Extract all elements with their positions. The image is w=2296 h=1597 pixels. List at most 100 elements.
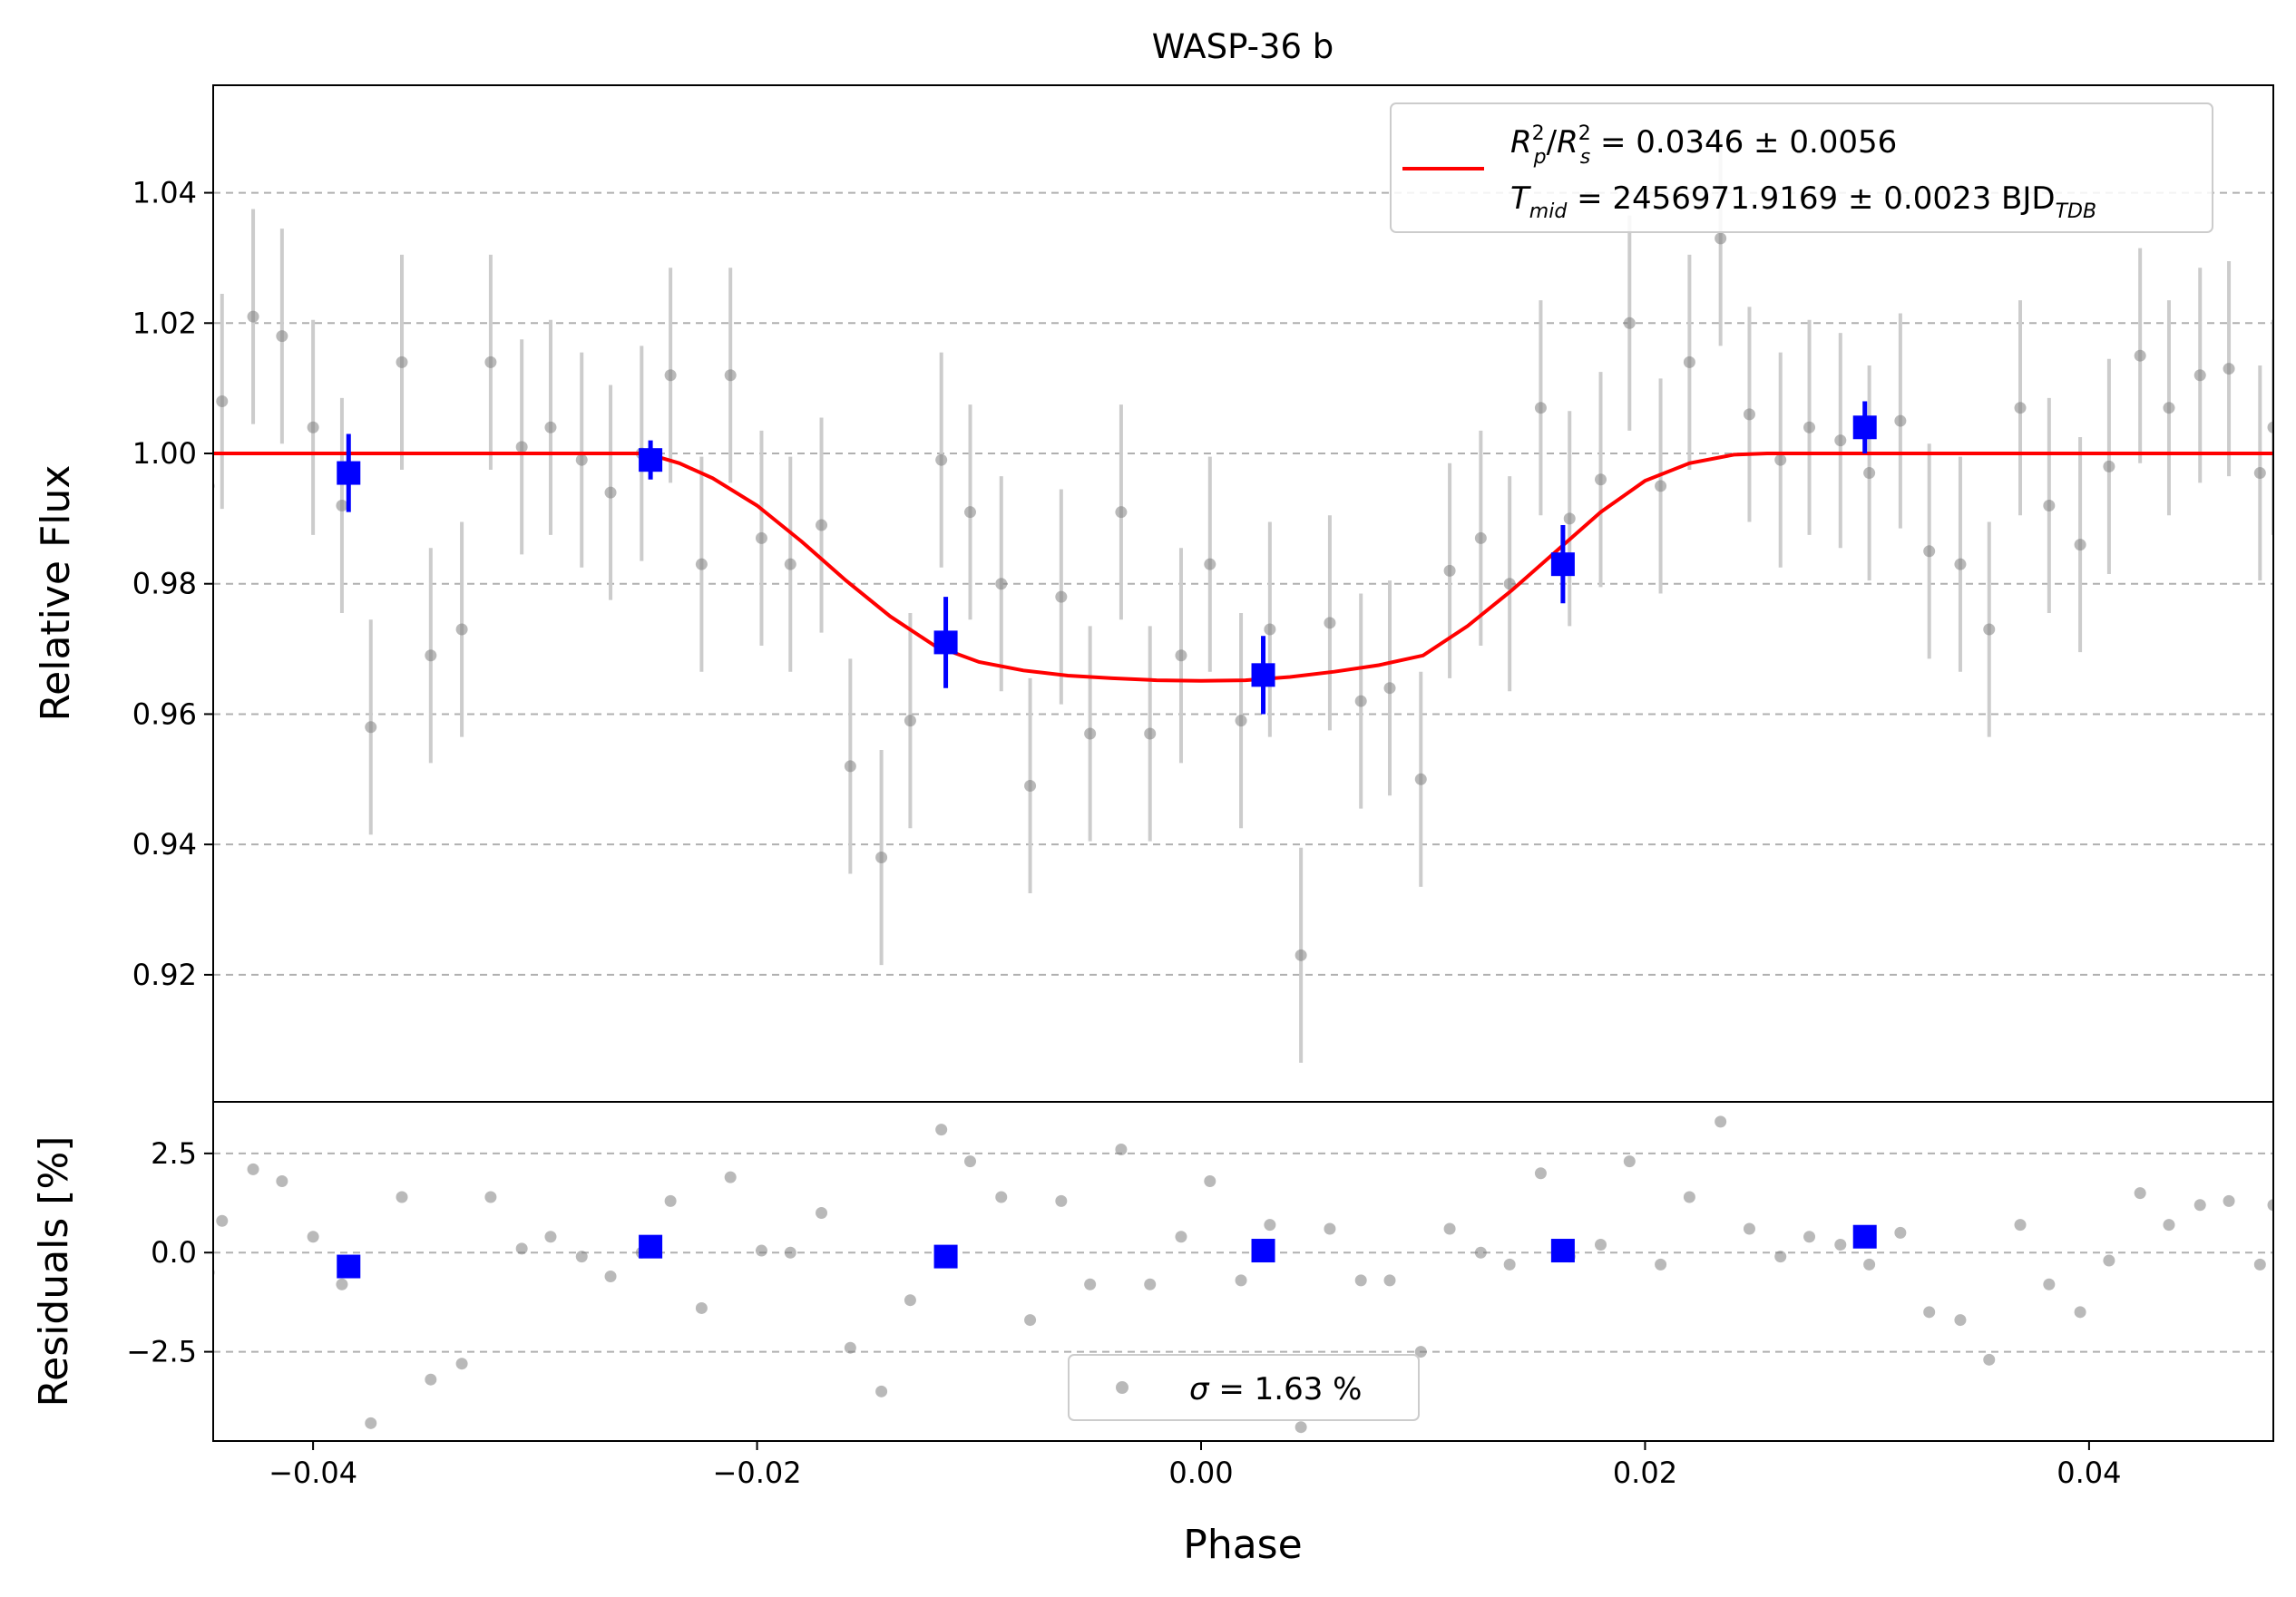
main-legend: R2 p/R2 s = 0.0346 ± 0.0056 Tmid = 2456971… [1390,102,2213,233]
legend-residual-swatch [1116,1381,1128,1394]
residual-panel: −2.5 0.0 2.5 −0.04 −0.02 0.00 0.02 0.04 Residu… [31,1101,2274,1568]
residual-raw-point [425,1373,437,1386]
residual-raw-point [844,1341,856,1354]
legend-tmid-label: Tmid = 2456971.9169 ± 0.0023 BJDTDB [1510,180,2096,223]
x-tick-label: 0.02 [1613,1456,1677,1490]
main-gridlines [213,191,2273,976]
main-frame [212,84,2274,1103]
legend-depth-label: R2 p/R2 s = 0.0346 ± 0.0056 [1510,122,1897,169]
residual-raw-point [1414,1346,1427,1358]
residual-raw-point [307,1231,319,1243]
residual-binned-point [1852,1224,1877,1249]
residual-binned-points [337,1224,1877,1279]
residual-raw-point [1715,1115,1727,1128]
residual-raw-point [1175,1231,1187,1243]
residual-raw-point [544,1231,557,1243]
main-raw-point [1623,316,1636,329]
residual-legend: σ = 1.63 % [1068,1354,1420,1421]
residual-raw-point [247,1163,259,1175]
main-raw-point [1683,355,1695,368]
main-raw-point [1863,467,1876,480]
main-raw-point [1175,649,1187,662]
main-binned-point [1251,663,1275,687]
main-binned-point [337,461,361,485]
residual-raw-point [1235,1274,1247,1287]
residual-raw-point [1655,1258,1667,1271]
main-raw-point [604,486,617,499]
main-raw-point [664,369,677,382]
residual-raw-point [1534,1167,1547,1180]
residual-binned-point [933,1244,958,1269]
main-raw-point [1414,773,1427,785]
x-ticks: −0.04 −0.02 0.00 0.02 0.04 [269,1441,2122,1490]
main-y-ticks: 0.92 0.94 0.96 0.98 1.00 1.02 1.04 [132,176,213,992]
residual-raw-point [276,1174,288,1187]
main-raw-point [1055,590,1068,603]
main-raw-point [1354,695,1367,707]
residual-raw-point [1594,1238,1607,1251]
residual-raw-point [1803,1231,1816,1243]
main-legend-box [1390,102,2213,233]
residual-raw-point [1923,1306,1936,1319]
main-raw-errorbars [220,131,2273,1063]
main-raw-point [1324,617,1336,629]
main-raw-point [1024,779,1037,792]
main-raw-point [904,715,916,727]
main-raw-point [1894,414,1907,427]
x-tick-label: 0.04 [2057,1456,2121,1490]
main-y-tick-label: 1.00 [132,436,197,471]
residual-raw-point [2074,1306,2086,1319]
main-raw-point [724,369,737,382]
main-raw-point [1474,531,1487,544]
residual-raw-point [724,1171,737,1183]
main-raw-point [484,355,497,368]
residual-raw-point [2163,1219,2175,1232]
residual-raw-point [604,1270,617,1282]
residual-gridlines [213,1152,2273,1353]
residual-raw-point [2223,1194,2235,1207]
main-raw-point [1144,727,1157,740]
residual-raw-point [1503,1258,1516,1271]
main-raw-point [336,499,348,511]
main-y-axis-label: Relative Flux [33,465,79,722]
main-raw-point [2163,402,2175,414]
residual-raw-point [784,1246,796,1259]
residual-raw-point [2134,1187,2146,1200]
main-raw-point [544,421,557,433]
main-y-tick-label: 0.92 [132,958,197,992]
residual-raw-point [695,1301,708,1314]
residual-raw-point [1324,1222,1336,1235]
residual-raw-point [935,1124,948,1136]
main-raw-point [2014,402,2027,414]
residual-raw-point [1204,1174,1216,1187]
residual-raw-point [963,1155,976,1168]
main-raw-point [1534,402,1547,414]
residual-raw-point [1983,1353,1996,1366]
residual-binned-point [639,1234,663,1259]
main-raw-point [844,760,856,773]
main-raw-point [2193,369,2206,382]
residual-binned-point [1251,1239,1275,1263]
legend-sigma-label: σ = 1.63 % [1189,1371,1362,1407]
residual-raw-point [1084,1278,1097,1290]
residual-raw-point [216,1214,229,1227]
residual-raw-point [1354,1274,1367,1287]
main-raw-point [816,519,828,531]
residual-raw-point [1055,1194,1068,1207]
main-raw-point [1834,434,1847,447]
main-raw-point [1084,727,1097,740]
residual-y-tick-label: −2.5 [126,1335,197,1369]
main-raw-point [2267,421,2273,433]
residual-raw-point [396,1191,408,1203]
main-binned-point [639,448,663,472]
residual-y-ticks: −2.5 0.0 2.5 [126,1136,213,1369]
residual-raw-point [1954,1314,1967,1327]
x-tick-label: −0.02 [713,1456,802,1490]
residual-raw-point [1264,1219,1276,1232]
residual-raw-point [336,1278,348,1290]
residual-raw-point [2014,1219,2027,1232]
residual-raw-point [455,1358,468,1370]
main-raw-point [1983,623,1996,636]
main-raw-point [1235,715,1247,727]
